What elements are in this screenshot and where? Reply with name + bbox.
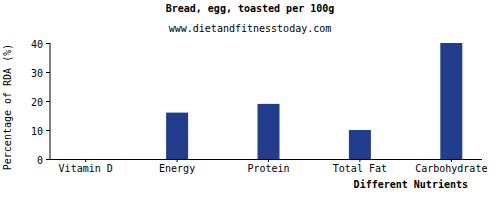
- x-tick-label: Carbohydrate: [415, 163, 487, 174]
- chart-container: Bread, egg, toasted per 100g www.dietandf…: [0, 0, 500, 200]
- x-tick-label: Energy: [159, 163, 195, 174]
- y-tick: [46, 159, 50, 160]
- y-tick-label: 10: [31, 126, 43, 137]
- bar: [440, 43, 462, 159]
- y-tick-label: 0: [37, 155, 43, 166]
- title: Bread, egg, toasted per 100g: [166, 3, 335, 14]
- bar: [258, 104, 280, 159]
- x-tick: [359, 159, 360, 162]
- subtitle: www.dietandfitnesstoday.com: [169, 23, 332, 34]
- x-tick-label: Vitamin D: [59, 163, 113, 174]
- y-axis-label: Percentage of RDA (%): [2, 44, 13, 170]
- x-axis-line: [50, 159, 482, 160]
- x-tick-label: Protein: [247, 163, 289, 174]
- chart-svg: Bread, egg, toasted per 100g www.dietandf…: [0, 0, 500, 200]
- x-tick: [85, 159, 86, 162]
- x-tick: [268, 159, 269, 162]
- bars: [166, 43, 462, 159]
- bar: [75, 159, 97, 160]
- x-axis-label: Different Nutrients: [354, 179, 468, 190]
- y-tick: [46, 101, 50, 102]
- y-tick-label: 20: [31, 97, 43, 108]
- x-tick: [451, 159, 452, 162]
- y-tick-label: 30: [31, 68, 43, 79]
- y-tick: [46, 43, 50, 44]
- y-tick: [46, 72, 50, 73]
- y-tick: [46, 130, 50, 131]
- x-tick: [177, 159, 178, 162]
- bar: [166, 113, 188, 159]
- x-tick-label: Total Fat: [333, 163, 387, 174]
- bar: [349, 130, 371, 159]
- y-tick-label: 40: [31, 39, 43, 50]
